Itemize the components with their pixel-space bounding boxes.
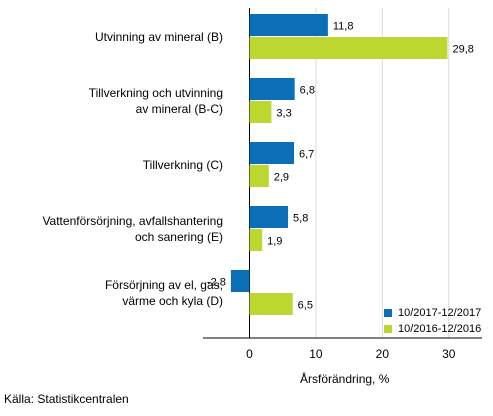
data-label: 6,7 — [299, 149, 314, 161]
x-tick-label: 10 — [309, 347, 323, 361]
data-label: 11,8 — [333, 21, 354, 33]
bar-series-2 — [249, 229, 263, 251]
data-label: 6,8 — [300, 85, 315, 97]
category-label-line: och sanering (E) — [134, 230, 223, 244]
bar-series-1 — [249, 142, 295, 164]
data-label: 2,9 — [274, 172, 289, 184]
value-labels: 11,8 29,8 6,8 3,3 6,7 2,9 5,8 1,9 -2,8 6,5 — [207, 21, 474, 312]
bar-series-1 — [230, 270, 250, 292]
bar-series-1 — [249, 14, 328, 36]
legend-swatch — [384, 309, 392, 317]
category-label: Utvinning av mineral (B) — [95, 29, 223, 45]
category-label-line: Försörjning av el, gas, — [104, 278, 223, 292]
category-label: Försörjning av el, gas, värme och kyla (D… — [105, 277, 223, 309]
category-label-line: Tillverkning och utvinning — [88, 86, 223, 100]
legend-item-series-2: 10/2016-12/2016 — [384, 322, 481, 336]
x-tick-labels: 0 10 20 30 — [246, 347, 456, 361]
legend: 10/2017-12/2017 10/2016-12/2016 — [384, 306, 481, 338]
x-axis-label: Årsförändring, % — [300, 372, 390, 386]
category-label-line: Utvinning av mineral (B) — [94, 30, 223, 44]
x-tick-label: 30 — [442, 347, 456, 361]
legend-label: 10/2017-12/2017 — [398, 307, 482, 319]
bar-series-2 — [249, 37, 448, 59]
x-tick-label: 20 — [376, 347, 390, 361]
source-note: Källa: Statistikcentralen — [4, 392, 129, 406]
data-label: 29,8 — [452, 44, 473, 56]
category-label-line: Vattenförsörjning, avfallshantering — [42, 214, 223, 228]
category-label-line: värme och kyla (D) — [122, 294, 223, 308]
category-label: Vattenförsörjning, avfallshantering och s… — [42, 213, 223, 245]
data-label: 1,9 — [267, 236, 282, 248]
data-label: 5,8 — [293, 213, 308, 225]
bar-series-2 — [249, 165, 269, 187]
bar-series-1 — [249, 78, 295, 100]
category-label: Tillverkning och utvinning av mineral (B-… — [89, 85, 223, 117]
x-tick-label: 0 — [246, 347, 253, 361]
bars — [230, 14, 448, 315]
bar-series-2 — [249, 293, 293, 315]
category-label-line: av mineral (B-C) — [135, 102, 223, 116]
bar-series-2 — [249, 101, 272, 123]
legend-swatch — [384, 325, 392, 333]
category-label: Tillverkning (C) — [143, 157, 223, 173]
legend-label: 10/2016-12/2016 — [398, 323, 482, 335]
category-label-line: Tillverkning (C) — [142, 158, 223, 172]
data-label: -2,8 — [207, 277, 226, 289]
legend-item-series-1: 10/2017-12/2017 — [384, 306, 481, 320]
data-label: 3,3 — [276, 108, 291, 120]
bar-series-1 — [249, 206, 289, 228]
data-label: 6,5 — [298, 300, 313, 312]
